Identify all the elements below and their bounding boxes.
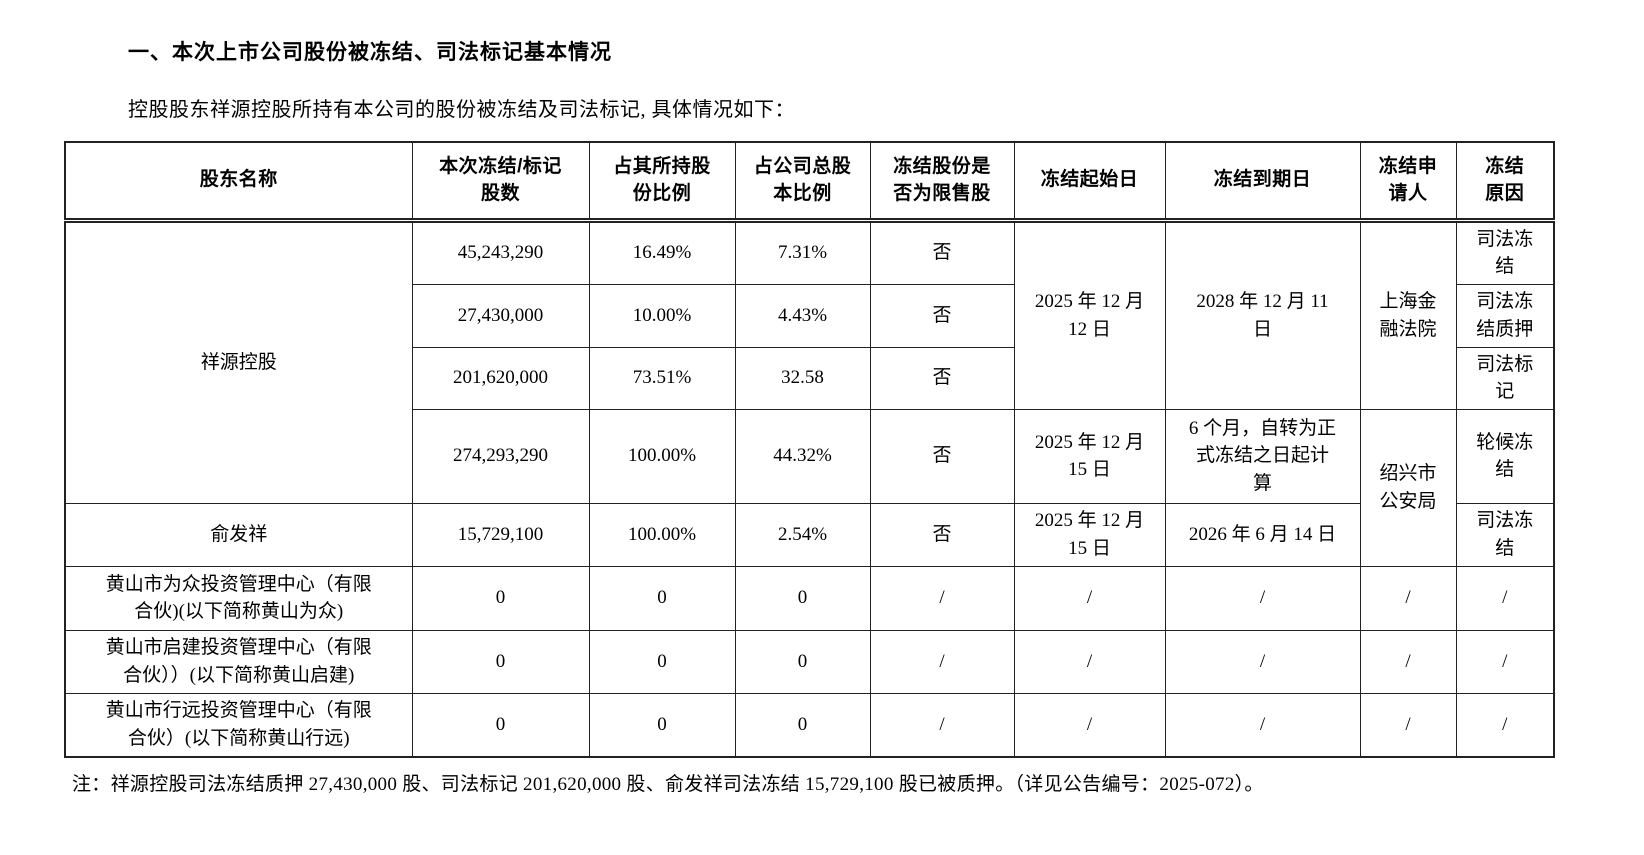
cell-shares-r4: 15,729,100 bbox=[411, 502, 590, 567]
cell-pct-holding-r2: 73.51% bbox=[588, 346, 736, 410]
cell-start-date-r0: 2025 年 12 月 12 日 bbox=[1013, 219, 1166, 410]
cell-restricted-r0: 否 bbox=[869, 219, 1015, 285]
cell-restricted-r4: 否 bbox=[869, 502, 1015, 567]
table-row-huangshan-qijian: 黄山市启建投资管理中心（有限 合伙））(以下简称黄山启建) 0 0 0 / / … bbox=[64, 629, 1555, 694]
cell-shares-r1: 27,430,000 bbox=[411, 283, 590, 348]
cell-shareholder-yufaxiang: 俞发祥 bbox=[64, 502, 413, 567]
cell-reason-r5: / bbox=[1455, 565, 1555, 631]
cell-restricted-r2: 否 bbox=[869, 346, 1015, 410]
header-pct-of-holding: 占其所持股 份比例 bbox=[588, 141, 736, 223]
table-row-huangshan-xingyuan: 黄山市行远投资管理中心（有限 合伙）(以下简称黄山行远) 0 0 0 / / /… bbox=[64, 692, 1555, 758]
header-pct-of-total: 占公司总股 本比例 bbox=[734, 141, 871, 223]
cell-applicant-r5: / bbox=[1359, 565, 1457, 631]
cell-restricted-r1: 否 bbox=[869, 283, 1015, 348]
header-shareholder-name: 股东名称 bbox=[64, 141, 413, 223]
header-restricted-flag: 冻结股份是 否为限售股 bbox=[869, 141, 1015, 223]
header-freeze-end-date: 冻结到期日 bbox=[1164, 141, 1361, 223]
cell-applicant-r6: / bbox=[1359, 629, 1457, 694]
cell-start-date-r6: / bbox=[1013, 629, 1166, 694]
cell-applicant-r7: / bbox=[1359, 692, 1457, 758]
cell-reason-r7: / bbox=[1455, 692, 1555, 758]
cell-shareholder-xiangyuan: 祥源控股 bbox=[64, 219, 413, 504]
cell-applicant-shaoxing-police: 绍兴市 公安局 bbox=[1359, 408, 1457, 567]
cell-end-date-r7: / bbox=[1164, 692, 1361, 758]
cell-shareholder-xingyuan: 黄山市行远投资管理中心（有限 合伙）(以下简称黄山行远) bbox=[64, 692, 413, 758]
cell-reason-r0: 司法冻 结 bbox=[1455, 219, 1555, 285]
cell-shares-r2: 201,620,000 bbox=[411, 346, 590, 410]
cell-pct-holding-r5: 0 bbox=[588, 565, 736, 631]
cell-reason-r6: / bbox=[1455, 629, 1555, 694]
cell-start-date-r7: / bbox=[1013, 692, 1166, 758]
cell-reason-r2: 司法标 记 bbox=[1455, 346, 1555, 410]
cell-pct-holding-r6: 0 bbox=[588, 629, 736, 694]
cell-reason-r4: 司法冻 结 bbox=[1455, 502, 1555, 567]
cell-pct-total-r5: 0 bbox=[734, 565, 871, 631]
table-row-yufaxiang: 俞发祥 15,729,100 100.00% 2.54% 否 2025 年 12… bbox=[64, 502, 1555, 567]
cell-start-date-r5: / bbox=[1013, 565, 1166, 631]
cell-reason-r1: 司法冻 结质押 bbox=[1455, 283, 1555, 348]
cell-pct-total-r4: 2.54% bbox=[734, 502, 871, 567]
cell-shares-r3: 274,293,290 bbox=[411, 408, 590, 504]
cell-shares-r7: 0 bbox=[411, 692, 590, 758]
cell-end-date-r0: 2028 年 12 月 11 日 bbox=[1164, 219, 1361, 410]
cell-applicant-shanghai-court: 上海金 融法院 bbox=[1359, 219, 1457, 410]
cell-restricted-r3: 否 bbox=[869, 408, 1015, 504]
table-row-xiangyuan-2: 27,430,000 10.00% 4.43% 否 司法冻 结质押 bbox=[65, 283, 1555, 348]
table-row-xiangyuan-3: 201,620,000 73.51% 32.58 否 司法标 记 bbox=[65, 346, 1555, 410]
cell-shareholder-qijian: 黄山市启建投资管理中心（有限 合伙））(以下简称黄山启建) bbox=[64, 629, 413, 694]
cell-restricted-r6: / bbox=[869, 629, 1015, 694]
note-text: 注：祥源控股司法冻结质押 27,430,000 股、司法标记 201,620,0… bbox=[72, 774, 1264, 796]
header-freeze-reason: 冻结 原因 bbox=[1455, 141, 1555, 223]
cell-pct-total-r2: 32.58 bbox=[734, 346, 871, 410]
cell-pct-holding-r7: 0 bbox=[588, 692, 736, 758]
table-row-xiangyuan-4: 274,293,290 100.00% 44.32% 否 2025 年 12 月… bbox=[65, 408, 1555, 567]
cell-restricted-r7: / bbox=[869, 692, 1015, 758]
table-row-huangshan-weizhong: 黄山市为众投资管理中心（有限 合伙)(以下简称黄山为众) 0 0 0 / / /… bbox=[64, 565, 1555, 631]
table-header-row: 股东名称 本次冻结/标记 股数 占其所持股 份比例 占公司总股 本比例 冻结股份… bbox=[64, 141, 1555, 223]
cell-pct-total-r0: 7.31% bbox=[734, 219, 871, 285]
cell-end-date-r6: / bbox=[1164, 629, 1361, 694]
share-freeze-table: 股东名称 本次冻结/标记 股数 占其所持股 份比例 占公司总股 本比例 冻结股份… bbox=[64, 141, 1555, 759]
cell-end-date-r4: 2026 年 6 月 14 日 bbox=[1164, 502, 1361, 567]
page-title: 一、本次上市公司股份被冻结、司法标记基本情况 bbox=[128, 41, 612, 64]
header-freeze-applicant: 冻结申 请人 bbox=[1359, 141, 1457, 223]
cell-shares-r6: 0 bbox=[411, 629, 590, 694]
cell-pct-total-r3: 44.32% bbox=[734, 408, 871, 504]
cell-shareholder-weizhong: 黄山市为众投资管理中心（有限 合伙)(以下简称黄山为众) bbox=[64, 565, 413, 631]
announcement-page: 一、本次上市公司股份被冻结、司法标记基本情况 控股股东祥源控股所持有本公司的股份… bbox=[64, 41, 1555, 796]
cell-restricted-r5: / bbox=[869, 565, 1015, 631]
cell-start-date-r4: 2025 年 12 月 15 日 bbox=[1013, 502, 1166, 567]
cell-end-date-r3: 6 个月，自转为正 式冻结之日起计 算 bbox=[1164, 408, 1361, 504]
cell-end-date-r5: / bbox=[1164, 565, 1361, 631]
header-freeze-start-date: 冻结起始日 bbox=[1013, 141, 1166, 223]
table-row-xiangyuan-1: 祥源控股 45,243,290 16.49% 7.31% 否 2025 年 12… bbox=[64, 219, 1555, 504]
cell-pct-holding-r1: 10.00% bbox=[588, 283, 736, 348]
cell-start-date-r3: 2025 年 12 月 15 日 bbox=[1013, 408, 1166, 504]
cell-pct-holding-r4: 100.00% bbox=[588, 502, 736, 567]
intro-text: 控股股东祥源控股所持有本公司的股份被冻结及司法标记, 具体情况如下： bbox=[128, 99, 795, 121]
cell-shares-r0: 45,243,290 bbox=[411, 219, 590, 285]
header-frozen-shares: 本次冻结/标记 股数 bbox=[411, 141, 590, 223]
cell-pct-holding-r0: 16.49% bbox=[588, 219, 736, 285]
cell-pct-holding-r3: 100.00% bbox=[588, 408, 736, 504]
cell-pct-total-r6: 0 bbox=[734, 629, 871, 694]
cell-pct-total-r7: 0 bbox=[734, 692, 871, 758]
cell-pct-total-r1: 4.43% bbox=[734, 283, 871, 348]
cell-reason-r3: 轮候冻 结 bbox=[1455, 408, 1555, 504]
cell-shares-r5: 0 bbox=[411, 565, 590, 631]
